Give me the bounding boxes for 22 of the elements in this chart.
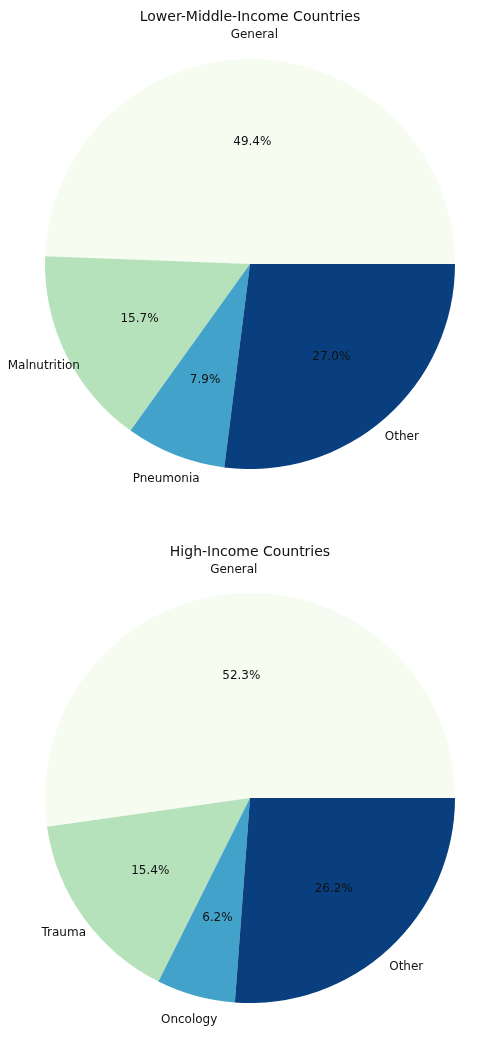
slice-label: Other xyxy=(389,959,424,974)
pie-slice xyxy=(45,593,455,827)
data-label: 6.2% xyxy=(202,909,233,924)
chart-title: High-Income Countries xyxy=(169,542,331,559)
pie-slice xyxy=(234,798,455,1003)
data-label: 26.2% xyxy=(314,881,353,896)
slice-label: General xyxy=(210,561,258,576)
pie-slice xyxy=(224,264,455,469)
slice-label: Malnutrition xyxy=(7,358,80,373)
slice-label: Pneumonia xyxy=(132,470,200,485)
slice-label: Trauma xyxy=(40,925,86,940)
pie-slice xyxy=(45,59,455,264)
data-label: 15.4% xyxy=(131,862,170,877)
slice-label: General xyxy=(230,27,278,42)
slice-label: Oncology xyxy=(160,1012,218,1027)
slice-label: Other xyxy=(384,429,419,444)
chart-title: Lower-Middle-Income Countries xyxy=(139,8,361,25)
data-label: 27.0% xyxy=(312,349,351,364)
data-label: 15.7% xyxy=(120,311,159,326)
data-label: 52.3% xyxy=(222,668,261,683)
data-label: 49.4% xyxy=(233,134,272,149)
data-label: 7.9% xyxy=(189,371,221,386)
